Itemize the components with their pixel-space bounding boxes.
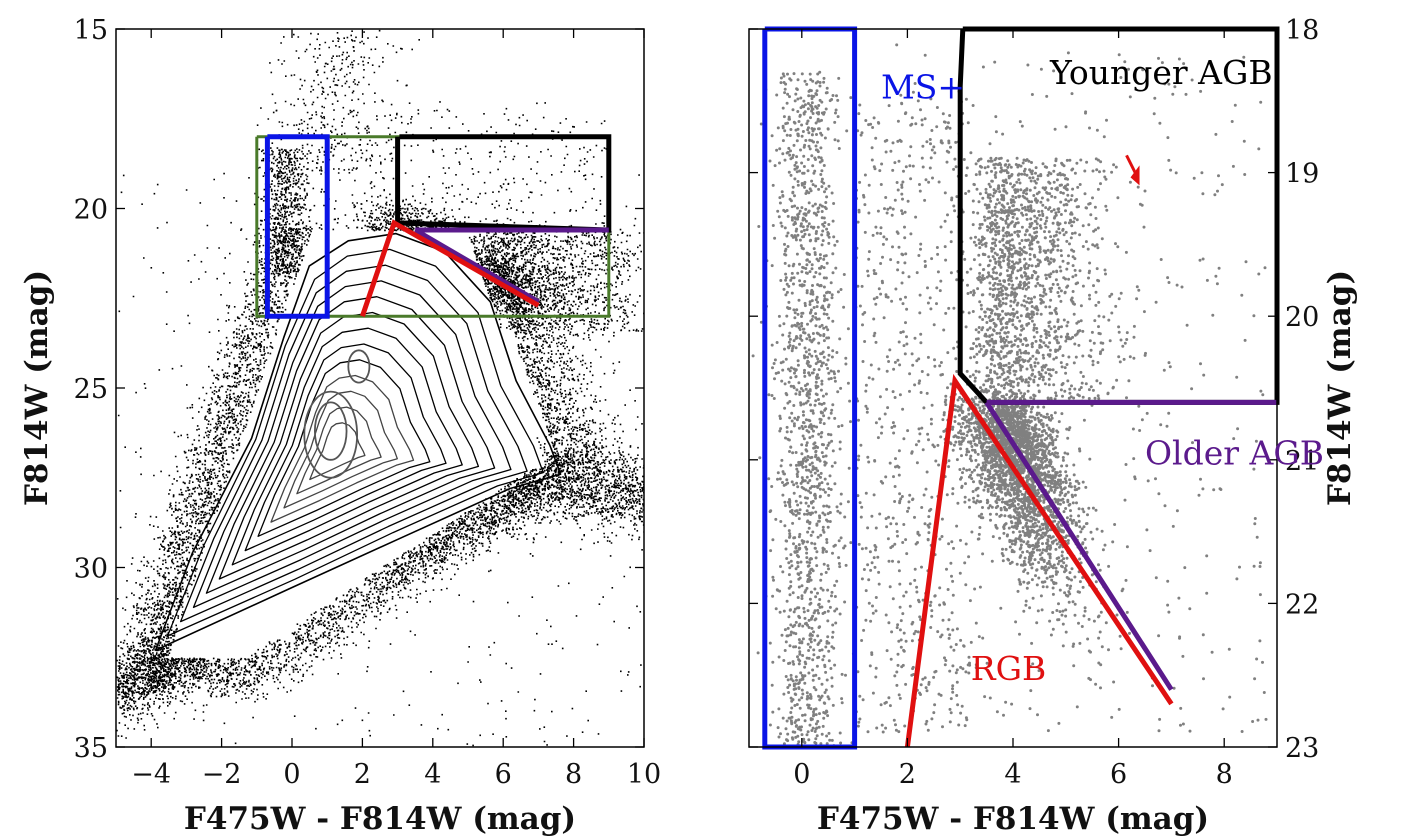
density-contour [218,311,480,580]
right-panel: 0 2 4 6 8 18 19 20 21 22 23 MS+ Younger AGB Older AG… [748,15,1358,837]
left-panel: −4 −2 0 2 4 6 8 10 15 20 25 30 35 F475W - F814W (mag… [19,15,661,837]
ms-box [264,134,330,319]
older-agb-line [984,399,1277,691]
region-label: RGB [971,649,1046,688]
right-x-axis-title: F475W - F814W (mag) [817,801,1209,837]
y-tick-label: 35 [74,733,108,764]
density-contour [192,280,512,609]
y-tick-label: 15 [74,15,108,46]
y-tick-label: 19 [1285,159,1319,190]
density-contour [270,374,415,523]
region-label: Younger AGB [1049,53,1273,92]
left-density-contours [154,232,562,651]
y-tick-label: 21 [1285,446,1319,477]
density-contour [231,327,463,566]
x-tick-label: −2 [202,759,242,790]
inner-density-contour [313,401,348,461]
x-tick-label: 8 [565,759,582,790]
region-label: Older AGB [1145,434,1324,473]
density-contour [257,359,431,537]
x-tick-label: 0 [283,759,300,790]
y-tick-label: 22 [1285,589,1319,620]
x-tick-label: −4 [131,759,171,790]
density-contour [166,248,544,637]
x-tick-label: 2 [899,759,916,790]
y-tick-label: 20 [1285,302,1319,333]
density-contour [283,390,398,509]
red-arrow-marker [1125,154,1140,186]
x-tick-label: 4 [1004,759,1021,790]
right-scatter-dots [751,43,1268,747]
y-tick-label: 25 [74,374,108,405]
y-tick-label: 18 [1285,15,1319,46]
right-ticks: 0 2 4 6 8 18 19 20 21 22 23 [749,15,1319,790]
y-tick-label: 20 [74,195,108,226]
left-scatter-dots [116,29,644,747]
inner-density-contour [303,390,359,479]
left-y-axis-title: F814W (mag) [19,270,55,506]
rgb-line [360,219,540,318]
left-x-axis-title: F475W - F814W (mag) [184,801,576,837]
x-tick-label: 2 [354,759,371,790]
arrow-head [1130,165,1140,186]
density-contour [179,264,528,623]
density-contour [244,343,447,552]
older-agb-line [413,227,609,304]
x-tick-label: 10 [627,759,661,790]
left-selection-regions [255,134,612,319]
x-tick-label: 6 [495,759,512,790]
x-tick-label: 0 [793,759,810,790]
density-contour [154,232,562,651]
density-contour [296,406,382,495]
y-tick-label: 23 [1285,733,1319,764]
region-label: MS+ [881,67,965,106]
x-tick-label: 8 [1216,759,1233,790]
density-contour [205,296,496,594]
y-tick-label: 30 [74,554,108,585]
inner-density-contour [347,349,371,384]
rgb-line [904,373,1174,748]
arrow-shaft [1125,154,1137,175]
x-tick-label: 4 [424,759,441,790]
left-ticks: −4 −2 0 2 4 6 8 10 15 20 25 30 35 [74,15,662,790]
right-y-axis-title: F814W (mag) [1322,270,1358,506]
right-region-labels: MS+ Younger AGB Older AGB RGB [881,53,1324,688]
right-scatter-points [751,43,1268,747]
left-scatter-points [116,29,644,747]
x-tick-label: 6 [1110,759,1127,790]
